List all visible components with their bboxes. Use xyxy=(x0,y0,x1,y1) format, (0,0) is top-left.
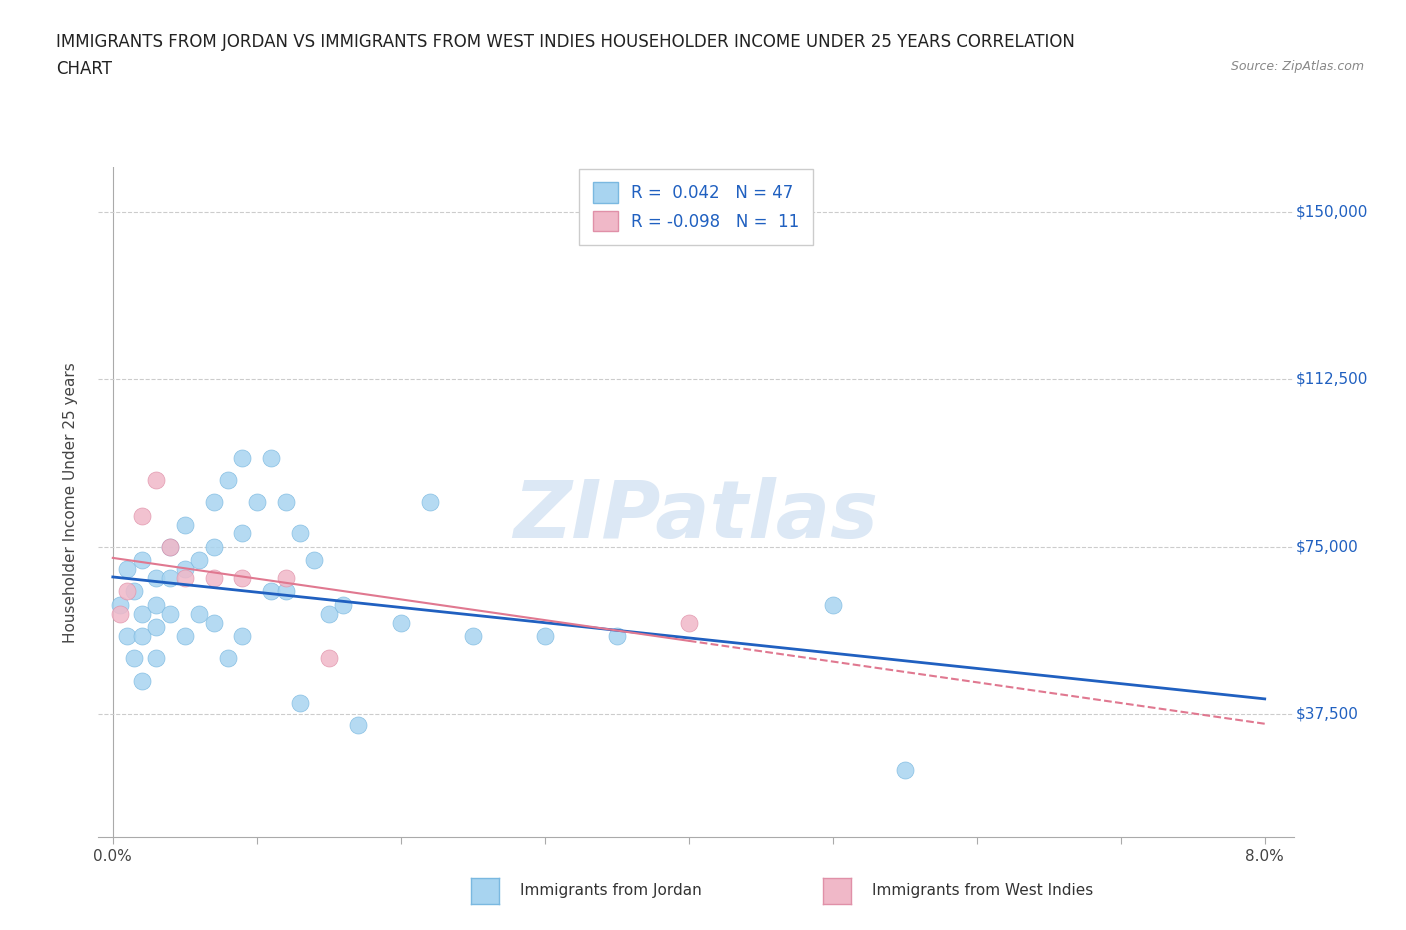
Point xyxy=(124,584,146,599)
Point xyxy=(533,629,555,644)
Point xyxy=(145,597,167,612)
Text: Source: ZipAtlas.com: Source: ZipAtlas.com xyxy=(1230,60,1364,73)
Point xyxy=(131,552,153,567)
Point xyxy=(108,606,131,621)
Point xyxy=(606,629,628,644)
Point xyxy=(188,606,211,621)
Text: $112,500: $112,500 xyxy=(1296,372,1368,387)
Point xyxy=(145,571,167,586)
Point xyxy=(115,562,138,577)
Point xyxy=(461,629,484,644)
Point xyxy=(131,606,153,621)
Point xyxy=(145,651,167,666)
Point xyxy=(419,495,441,510)
Point xyxy=(217,651,239,666)
Point xyxy=(318,651,340,666)
Point xyxy=(131,629,153,644)
Point xyxy=(821,597,844,612)
Point xyxy=(115,584,138,599)
Text: Immigrants from Jordan: Immigrants from Jordan xyxy=(520,883,702,897)
Point xyxy=(131,673,153,688)
Point xyxy=(124,651,146,666)
Point xyxy=(202,571,225,586)
Point xyxy=(260,450,283,465)
Point xyxy=(260,584,283,599)
Point xyxy=(159,539,181,554)
Point xyxy=(274,571,297,586)
Text: $75,000: $75,000 xyxy=(1296,539,1358,554)
Point xyxy=(108,597,131,612)
Point xyxy=(159,539,181,554)
Point xyxy=(231,571,253,586)
Legend: R =  0.042   N = 47, R = -0.098   N =  11: R = 0.042 N = 47, R = -0.098 N = 11 xyxy=(579,169,813,245)
Point xyxy=(202,539,225,554)
Point xyxy=(274,584,297,599)
Text: Immigrants from West Indies: Immigrants from West Indies xyxy=(872,883,1092,897)
Point xyxy=(217,472,239,487)
Point xyxy=(274,495,297,510)
Point xyxy=(145,619,167,634)
Text: $150,000: $150,000 xyxy=(1296,205,1368,219)
Point xyxy=(288,526,311,541)
Point xyxy=(173,571,195,586)
Point xyxy=(246,495,269,510)
Point xyxy=(346,718,368,733)
Point xyxy=(288,696,311,711)
Point xyxy=(389,616,412,631)
Point xyxy=(115,629,138,644)
Text: ZIPatlas: ZIPatlas xyxy=(513,476,879,554)
Point xyxy=(678,616,700,631)
Text: IMMIGRANTS FROM JORDAN VS IMMIGRANTS FROM WEST INDIES HOUSEHOLDER INCOME UNDER 2: IMMIGRANTS FROM JORDAN VS IMMIGRANTS FRO… xyxy=(56,33,1076,50)
Point xyxy=(159,606,181,621)
Point xyxy=(159,571,181,586)
Y-axis label: Householder Income Under 25 years: Householder Income Under 25 years xyxy=(63,362,77,643)
Text: $37,500: $37,500 xyxy=(1296,707,1358,722)
Point xyxy=(893,763,915,777)
Point xyxy=(231,526,253,541)
Point xyxy=(202,495,225,510)
Text: CHART: CHART xyxy=(56,60,112,78)
Point xyxy=(231,450,253,465)
Point xyxy=(304,552,326,567)
Point xyxy=(173,562,195,577)
Point xyxy=(202,616,225,631)
Point xyxy=(131,508,153,523)
Point xyxy=(145,472,167,487)
Point xyxy=(173,517,195,532)
Point xyxy=(332,597,354,612)
Point xyxy=(173,629,195,644)
Point xyxy=(188,552,211,567)
Point xyxy=(318,606,340,621)
Point xyxy=(231,629,253,644)
